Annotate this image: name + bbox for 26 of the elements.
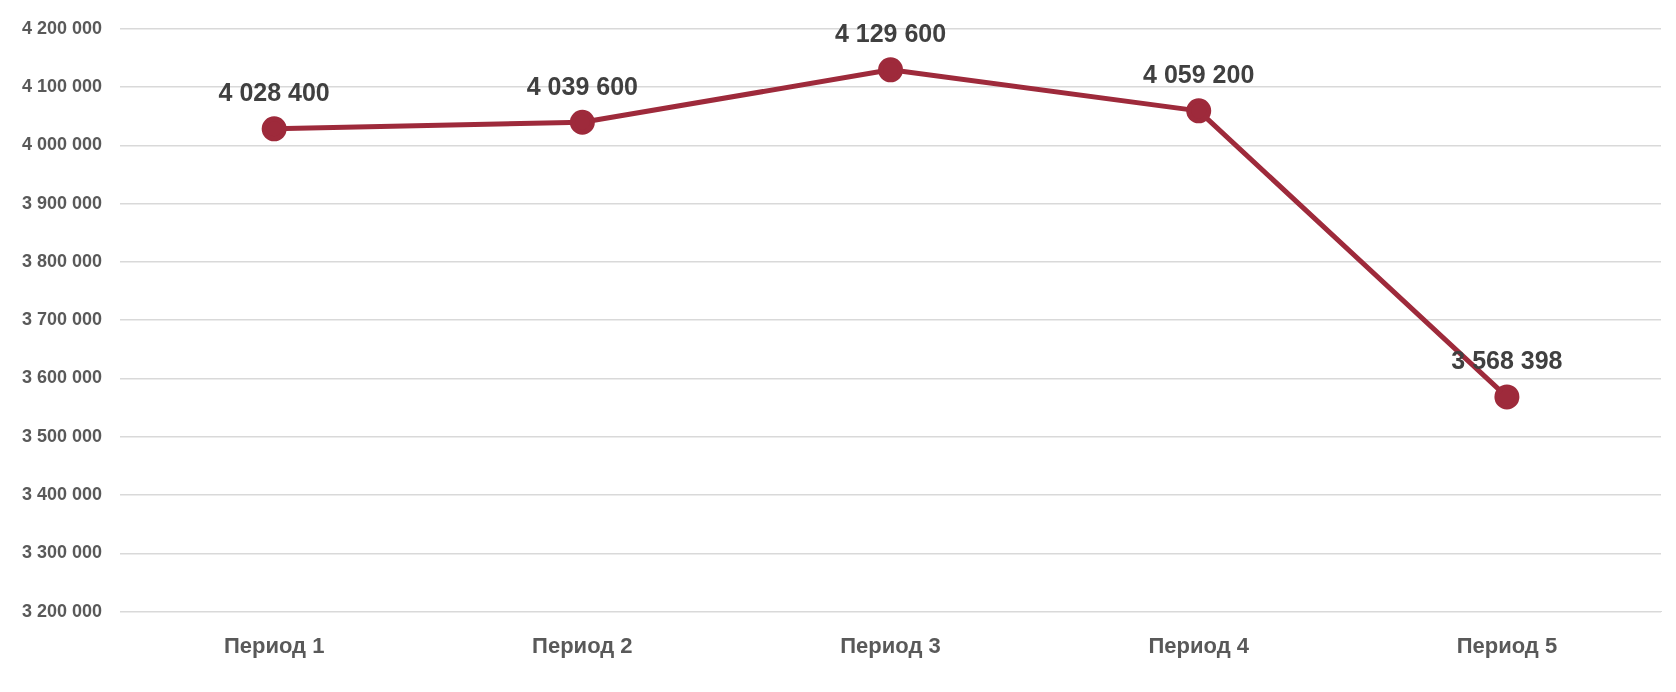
y-tick-label: 4 100 000 <box>22 76 103 97</box>
data-label: 4 028 400 <box>218 78 330 107</box>
x-tick-label: Период 4 <box>1148 632 1250 658</box>
x-tick-label: Период 5 <box>1456 632 1558 658</box>
x-tick-label: Период 1 <box>223 632 325 658</box>
point <box>569 109 595 135</box>
y-tick-label: 3 400 000 <box>22 484 103 505</box>
point <box>878 57 904 83</box>
data-label: 4 059 200 <box>1143 60 1255 89</box>
y-tick-label: 3 500 000 <box>22 425 103 446</box>
y-tick-label: 3 200 000 <box>22 600 103 621</box>
point <box>1494 384 1520 410</box>
point <box>261 116 287 142</box>
data-label: 3 568 398 <box>1451 346 1563 375</box>
data-label: 4 039 600 <box>526 71 638 100</box>
y-tick-label: 3 700 000 <box>22 309 103 330</box>
data-label: 4 129 600 <box>834 19 947 48</box>
x-tick-label: Период 2 <box>532 632 633 658</box>
point <box>1186 98 1212 124</box>
x-tick-label: Период 3 <box>840 632 941 658</box>
y-tick-label: 3 600 000 <box>22 367 103 388</box>
y-tick-label: 3 900 000 <box>22 192 103 213</box>
y-tick-label: 3 300 000 <box>22 542 103 563</box>
y-tick-label: 3 800 000 <box>22 250 103 271</box>
y-tick-label: 4 200 000 <box>22 17 103 38</box>
y-tick-label: 4 000 000 <box>22 134 103 155</box>
